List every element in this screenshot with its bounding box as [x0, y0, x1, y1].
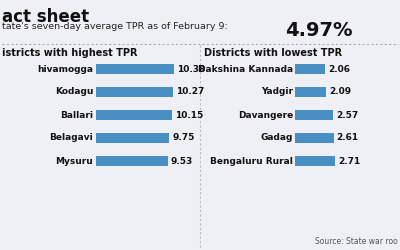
- Text: 2.06: 2.06: [328, 64, 350, 74]
- Bar: [295, 156, 335, 166]
- Text: Ballari: Ballari: [60, 110, 93, 120]
- Text: 10.15: 10.15: [175, 110, 204, 120]
- Text: Bengaluru Rural: Bengaluru Rural: [210, 156, 293, 166]
- Text: act sheet: act sheet: [2, 8, 89, 26]
- Bar: [96, 110, 172, 120]
- Bar: [295, 133, 334, 143]
- Text: 10.27: 10.27: [176, 88, 204, 96]
- Bar: [295, 110, 333, 120]
- Bar: [295, 64, 326, 74]
- Text: Kodagu: Kodagu: [55, 88, 93, 96]
- Text: tate's seven-day average TPR as of February 9:: tate's seven-day average TPR as of Febru…: [2, 22, 228, 31]
- Text: Dakshina Kannada: Dakshina Kannada: [198, 64, 293, 74]
- Text: 2.57: 2.57: [336, 110, 358, 120]
- Text: Gadag: Gadag: [261, 134, 293, 142]
- Text: Davangere: Davangere: [238, 110, 293, 120]
- Bar: [96, 64, 174, 74]
- Text: hivamogga: hivamogga: [37, 64, 93, 74]
- Bar: [295, 87, 326, 97]
- Text: istricts with highest TPR: istricts with highest TPR: [2, 48, 138, 58]
- Text: Belagavi: Belagavi: [49, 134, 93, 142]
- Text: 2.61: 2.61: [336, 134, 359, 142]
- Text: 9.53: 9.53: [171, 156, 193, 166]
- Text: Yadgir: Yadgir: [261, 88, 293, 96]
- Text: 10.38: 10.38: [177, 64, 205, 74]
- Text: Districts with lowest TPR: Districts with lowest TPR: [204, 48, 342, 58]
- Text: 4.97%: 4.97%: [285, 21, 352, 40]
- Text: Mysuru: Mysuru: [55, 156, 93, 166]
- Text: Source: State war roo: Source: State war roo: [315, 237, 398, 246]
- Bar: [96, 156, 168, 166]
- Text: 2.09: 2.09: [329, 88, 351, 96]
- Bar: [96, 87, 173, 97]
- Text: 9.75: 9.75: [172, 134, 195, 142]
- Text: 2.71: 2.71: [338, 156, 360, 166]
- Bar: [96, 133, 169, 143]
